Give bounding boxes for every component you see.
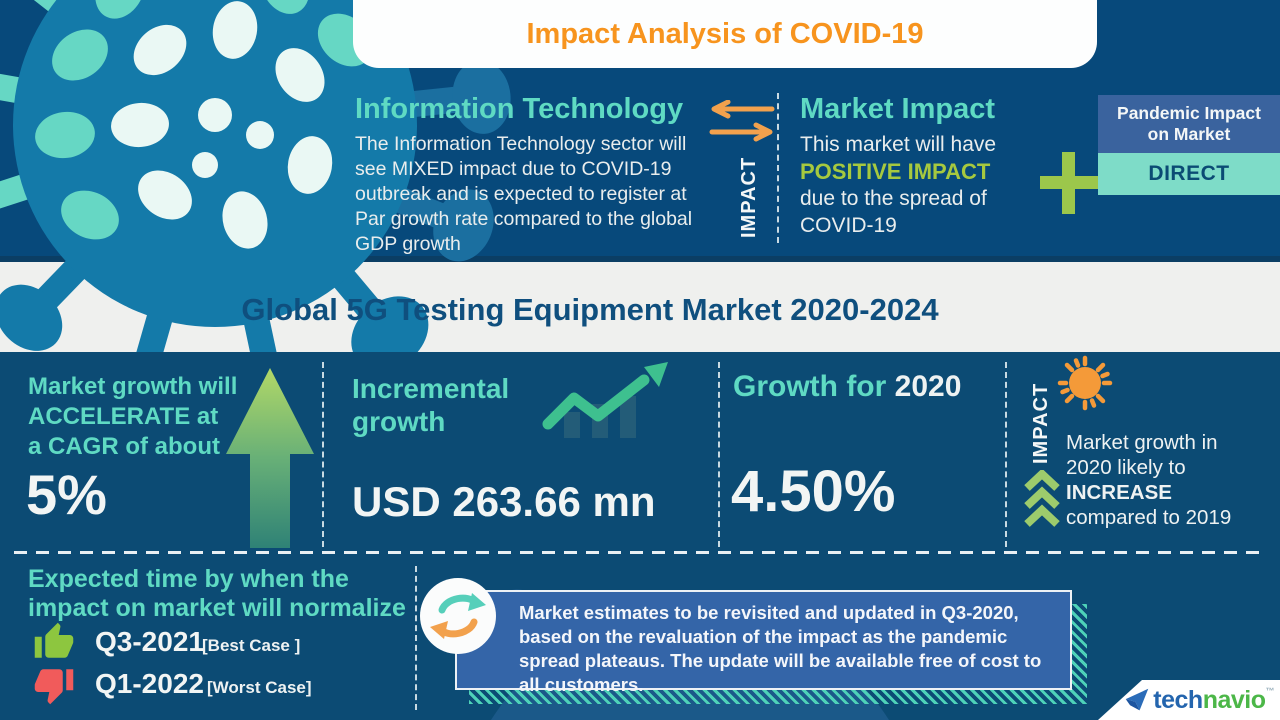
cagr-line3: a CAGR of about — [28, 433, 220, 460]
up-arrow-icon — [226, 368, 314, 548]
best-case-label: [Best Case ] — [202, 636, 301, 655]
impact-line2: 2020 likely to — [1066, 456, 1186, 479]
cagr-line1: Market growth will — [28, 373, 238, 400]
logo-panel: technavio™ — [1098, 680, 1280, 720]
pandemic-impact-box: Pandemic Impact on Market DIRECT — [1098, 95, 1280, 195]
worst-case-label: [Worst Case] — [207, 678, 312, 697]
coronavirus-small-icon — [1057, 355, 1113, 411]
thumbs-up-icon — [34, 622, 74, 658]
market-impact-line1: This market will have — [800, 133, 997, 156]
impact-highlight: INCREASE — [1066, 481, 1172, 504]
it-sector-body: The Information Technology sector will s… — [355, 133, 693, 255]
impact-line1: Market growth in — [1066, 431, 1218, 454]
thumbs-down-icon — [34, 669, 74, 705]
plus-icon-vertical — [1062, 152, 1075, 214]
arrows-exchange-icon — [709, 100, 775, 142]
trend-chart-icon — [542, 362, 668, 438]
growth-2020-value: 4.50% — [731, 459, 896, 524]
stats-divider-2 — [718, 362, 720, 547]
chevrons-up-icon — [1024, 470, 1060, 527]
incremental-heading-line1: Incremental — [352, 373, 510, 404]
stats-impact-label: IMPACT — [1030, 382, 1052, 464]
best-case-value: Q3-2021 — [95, 626, 204, 657]
it-impact-label: IMPACT — [738, 156, 760, 238]
top-section-divider — [777, 93, 779, 243]
incremental-heading-line2: growth — [352, 406, 446, 437]
cagr-line2: ACCELERATE at — [28, 403, 219, 430]
normalize-heading-line1: Expected time by when the — [28, 565, 349, 593]
cagr-value: 5% — [26, 463, 107, 526]
logo-part1: tech — [1153, 685, 1203, 714]
refresh-icon — [420, 578, 496, 654]
growth-2020-label-teal: Growth for — [733, 370, 895, 403]
pandemic-box-title-line2: on Market — [1147, 124, 1231, 144]
covid-banner: Impact Analysis of COVID-19 — [353, 0, 1097, 68]
impact-line3: compared to 2019 — [1066, 506, 1232, 529]
pandemic-box-value: DIRECT — [1098, 153, 1280, 195]
pandemic-box-title-line1: Pandemic Impact — [1117, 103, 1261, 123]
technavio-logo-icon — [1126, 688, 1149, 711]
growth-2020-label-white: 2020 — [894, 370, 962, 403]
stats-bottom-divider — [14, 551, 1266, 554]
bottom-divider — [415, 566, 417, 710]
incremental-value: USD 263.66 mn — [352, 478, 656, 525]
banner-title: Impact Analysis of COVID-19 — [526, 17, 924, 50]
note-box: Market estimates to be revisited and upd… — [455, 590, 1072, 695]
note-text: Market estimates to be revisited and upd… — [519, 602, 1042, 695]
market-impact-heading: Market Impact — [800, 93, 996, 125]
coronavirus-illustration-icon — [0, 0, 511, 432]
market-impact-line2: due to the spread of — [800, 187, 987, 210]
normalize-heading-line2: impact on market will normalize — [28, 594, 406, 622]
market-impact-line3: COVID-19 — [800, 214, 897, 237]
worst-case-value: Q1-2022 — [95, 668, 204, 699]
stats-divider-3 — [1005, 362, 1007, 547]
logo-part2: navio — [1202, 685, 1266, 714]
stats-divider-1 — [322, 362, 324, 547]
logo-tm: ™ — [1265, 685, 1275, 696]
it-sector-heading: Information Technology — [355, 93, 684, 125]
market-title: Global 5G Testing Equipment Market 2020-… — [241, 292, 939, 327]
market-impact-highlight: POSITIVE IMPACT — [800, 159, 991, 184]
